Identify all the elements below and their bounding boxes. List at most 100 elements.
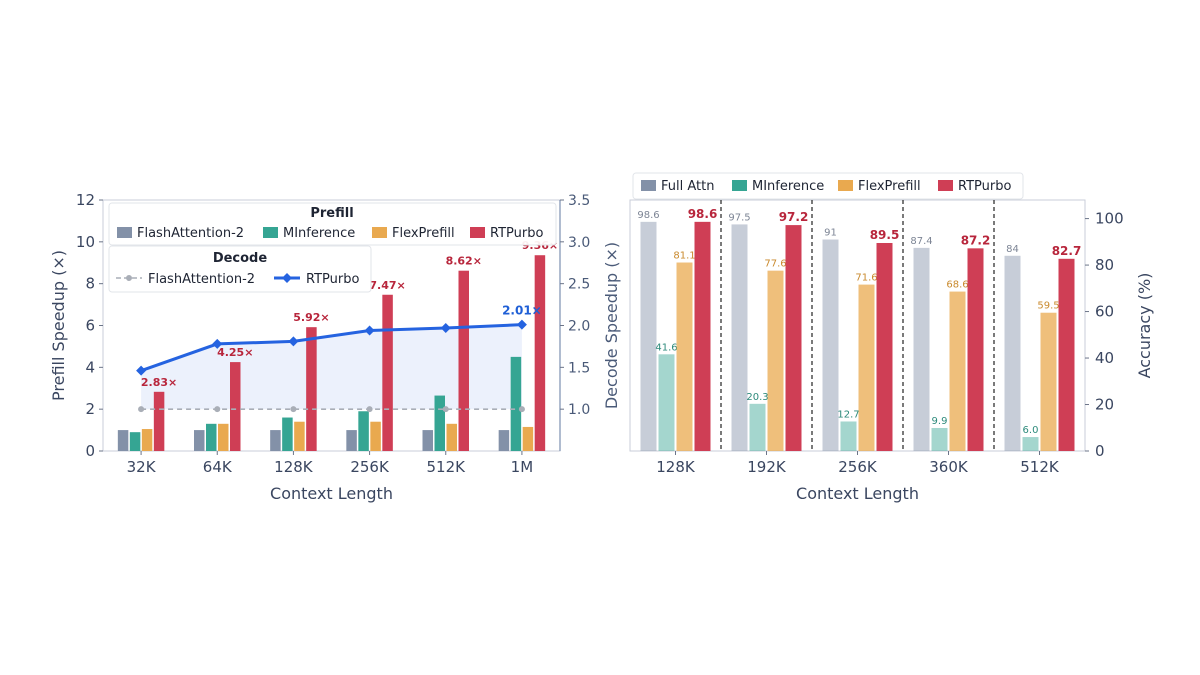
x-tick-label: 360K — [929, 458, 969, 476]
bar-flexprefill-1m — [522, 426, 534, 451]
bar-rtpurbo-32k — [153, 391, 165, 451]
prefill-decode-speedup-chart: 2.83×4.25×5.92×7.47×8.62×9.36×2.01×02468… — [49, 191, 621, 503]
x-tick-label: 32K — [127, 458, 157, 476]
y-tick-label: 0 — [85, 442, 95, 460]
bar-flashattention-2-1m — [498, 430, 510, 451]
bar-flexprefill-32k — [141, 429, 153, 451]
bar-flexprefill-128k — [294, 421, 305, 451]
bar-rtpurbo-128k — [306, 327, 317, 451]
legend-marker — [282, 273, 292, 283]
bar-rtpurbo-128k — [694, 221, 711, 451]
legend-box — [108, 245, 372, 293]
decode-rtpurbo-point — [288, 336, 299, 347]
decode-rtpurbo-point — [516, 319, 527, 330]
y-tick-label: 6 — [85, 317, 95, 335]
bar-flashattention-2-256k — [346, 430, 357, 451]
legend-label: FlashAttention-2 — [148, 272, 255, 287]
bar-rtpurbo-1m — [534, 255, 546, 451]
bar-full-attn-512k — [1004, 255, 1021, 451]
bar-minference-64k — [206, 423, 217, 451]
legend-label: RTPurbo — [306, 272, 359, 287]
y-tick-label: 10 — [76, 233, 95, 251]
y-tick-label: 40 — [1095, 349, 1114, 367]
bar-minference-192k — [749, 403, 766, 451]
bar-value-label: 97.2 — [779, 210, 809, 224]
accuracy-chart: 98.6 97.5 91 87.4 84 41.6 20.3 12.7 9.9 6.0 81.1 77… — [629, 172, 1154, 503]
decode-flashattention-point — [518, 406, 525, 413]
legend-box — [108, 202, 557, 246]
rtpurbo-prefill-value-label: 4.25× — [217, 346, 253, 359]
bar-minference-128k — [658, 354, 675, 451]
bar-flexprefill-512k — [1040, 312, 1057, 451]
legend-swatch — [732, 180, 747, 191]
x-tick-label: 128K — [274, 458, 314, 476]
y-tick-label: 8 — [85, 275, 95, 293]
decode-rtpurbo-point — [136, 365, 147, 376]
y-tick-label: 60 — [1095, 303, 1114, 321]
decode-rtpurbo-line — [140, 323, 522, 373]
bar-flashattention-2-512k — [422, 430, 433, 451]
y2-tick-label: 2.5 — [568, 277, 590, 293]
bar-full-attn-192k — [731, 224, 748, 451]
bar-full-attn-360k — [913, 247, 930, 451]
legend-label: RTPurbo — [490, 226, 543, 241]
bar-flexprefill-128k — [676, 262, 693, 451]
bar-value-label: 89.5 — [870, 228, 900, 242]
bar-rtpurbo-64k — [230, 362, 241, 451]
bar-rtpurbo-192k — [785, 225, 802, 451]
decode-flashattention-point — [442, 406, 449, 413]
bar-rtpurbo-360k — [967, 248, 984, 451]
legend-marker — [126, 275, 132, 281]
y-axis-title: Prefill Speedup (×) — [49, 250, 68, 401]
legend-label: Full Attn — [661, 179, 714, 194]
bar-flexprefill-64k — [218, 423, 229, 451]
bar-value-label: 59.5 — [1037, 301, 1059, 312]
legend-title: Prefill — [310, 206, 353, 221]
bar-value-label: 9.9 — [932, 416, 948, 427]
x-tick-label: 512K — [1020, 458, 1060, 476]
y-tick-label: 100 — [1095, 210, 1124, 228]
prefill-legend: Prefill FlashAttention-2 MInference FlexPre… — [108, 202, 557, 246]
bar-value-label: 87.2 — [961, 233, 991, 247]
legend-title: Decode — [213, 251, 268, 266]
legend-label: FlexPrefill — [858, 179, 921, 194]
y-tick-label: 0 — [1095, 442, 1105, 460]
bar-value-label: 77.6 — [764, 259, 786, 270]
bar-rtpurbo-512k — [1058, 258, 1075, 451]
y-tick-label: 12 — [76, 191, 95, 209]
bar-flexprefill-256k — [370, 421, 381, 451]
legend-swatch — [372, 227, 387, 238]
legend-label: RTPurbo — [958, 179, 1011, 194]
x-axis-title: Context Length — [270, 484, 393, 503]
legend-swatch — [117, 227, 132, 238]
y2-tick-label: 3.0 — [568, 235, 590, 251]
bar-rtpurbo-256k — [382, 294, 393, 451]
bar-minference-360k — [931, 427, 948, 451]
x-tick-label: 256K — [838, 458, 878, 476]
legend-swatch — [263, 227, 278, 238]
bar-flexprefill-512k — [446, 423, 457, 451]
bar-flexprefill-192k — [767, 270, 784, 451]
bar-flexprefill-256k — [858, 284, 875, 451]
y-tick-label: 80 — [1095, 256, 1114, 274]
x-axis-title: Context Length — [796, 484, 919, 503]
decode-legend: Decode FlashAttention-2 RTPurbo — [108, 245, 372, 293]
y2-tick-label: 1.5 — [568, 360, 590, 376]
rtpurbo-prefill-value-label: 8.62× — [446, 255, 482, 268]
legend-swatch — [641, 180, 656, 191]
decode-flashattention-point — [290, 406, 297, 413]
bar-minference-512k — [1022, 437, 1039, 451]
decode-rtpurbo-point — [440, 323, 451, 334]
decode-rtpurbo-point — [364, 325, 375, 336]
legend-swatch — [938, 180, 953, 191]
bar-value-label: 91 — [824, 228, 837, 239]
bar-value-label: 84 — [1006, 244, 1019, 255]
decode-flashattention-point — [366, 406, 373, 413]
bar-value-label: 82.7 — [1052, 244, 1082, 258]
bar-minference-256k — [358, 411, 369, 451]
bar-minference-128k — [282, 417, 293, 451]
bar-value-label: 6.0 — [1023, 425, 1039, 436]
x-tick-label: 64K — [203, 458, 233, 476]
accuracy-legend: Full Attn MInference FlexPrefill RTPurbo — [632, 172, 1024, 200]
